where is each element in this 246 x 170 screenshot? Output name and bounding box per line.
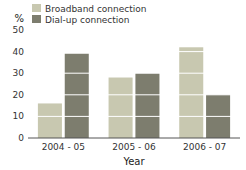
- x-tick-label: 2006 - 07: [183, 142, 226, 152]
- grid-line: [28, 94, 240, 95]
- bar: [65, 54, 89, 138]
- y-axis-label: %: [14, 13, 24, 24]
- y-tick-label: 0: [18, 133, 24, 143]
- x-tick-label: 2004 - 05: [42, 142, 85, 152]
- bar: [109, 78, 133, 138]
- grid-line: [28, 116, 240, 117]
- x-axis-label: Year: [122, 156, 145, 167]
- y-axis: 0 10 20 30 40 50: [13, 25, 25, 143]
- grid-line: [28, 73, 240, 74]
- bar: [135, 73, 159, 138]
- legend: Broadband connectionDial-up connection: [32, 4, 147, 25]
- y-tick-label: 20: [13, 90, 25, 100]
- x-axis: 2004 - 05 2005 - 06 2006 - 07: [28, 138, 240, 152]
- y-tick-label: 10: [13, 111, 25, 121]
- y-tick-label: 50: [13, 25, 25, 35]
- grid-line: [28, 51, 240, 52]
- grid: [28, 52, 240, 117]
- chart: 0 10 20 30 40 50 2004 - 05 2005 - 06 2006 - 07 Ye…: [0, 0, 246, 170]
- chart-container: 0 10 20 30 40 50 2004 - 05 2005 - 06 2006 - 07 Ye…: [0, 0, 246, 170]
- y-tick-label: 30: [13, 68, 25, 78]
- bar: [38, 103, 62, 138]
- y-tick-label: 40: [13, 47, 25, 57]
- legend-label: Broadband connection: [45, 4, 147, 14]
- x-axis-line: [28, 138, 240, 139]
- legend-swatch: [32, 15, 41, 23]
- legend-swatch: [32, 4, 41, 12]
- bar: [179, 47, 203, 138]
- legend-label: Dial-up connection: [45, 15, 130, 25]
- bars: [38, 47, 230, 138]
- x-tick-label: 2005 - 06: [112, 142, 156, 152]
